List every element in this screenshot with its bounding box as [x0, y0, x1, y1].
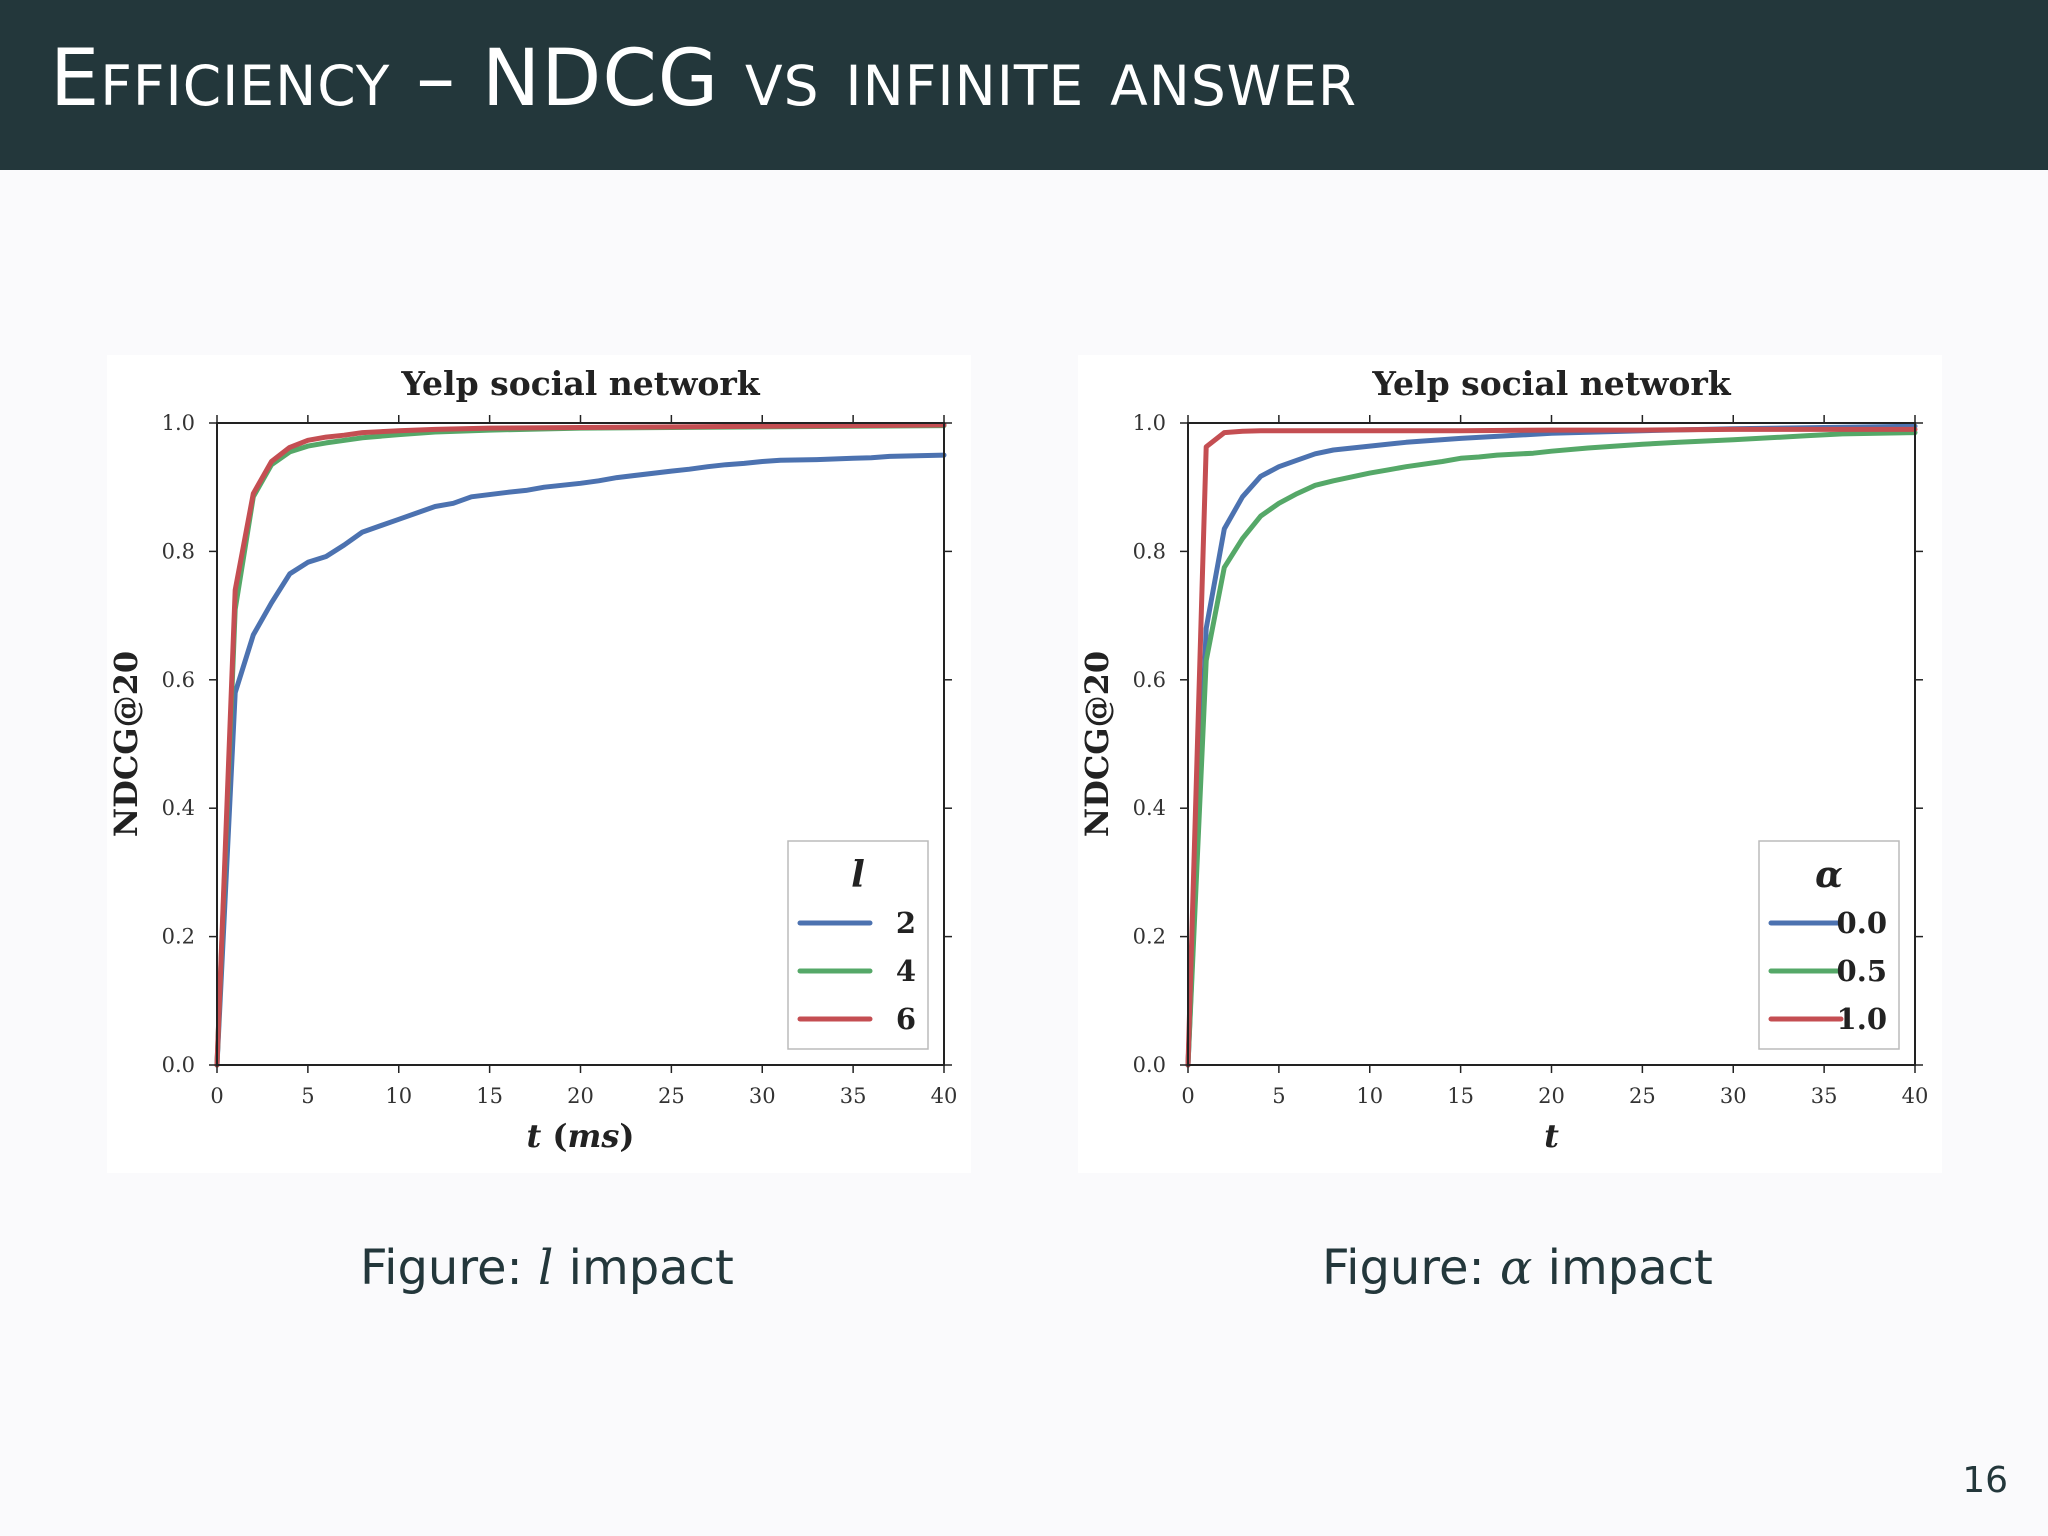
x-tick-label: 40	[1902, 1084, 1929, 1108]
y-tick-label: 0.2	[162, 925, 195, 949]
x-axis-label-part: t	[1544, 1117, 1559, 1155]
y-tick-label: 0.4	[162, 796, 195, 820]
y-tick-label: 0.6	[162, 668, 195, 692]
x-tick-label: 30	[749, 1084, 776, 1108]
y-tick-label: 0.4	[1133, 796, 1166, 820]
caption-suffix: impact	[1532, 1240, 1713, 1296]
chart-title: Yelp social network	[1371, 364, 1731, 403]
x-tick-label: 15	[1447, 1084, 1474, 1108]
y-tick-label: 0.0	[162, 1053, 195, 1077]
x-tick-label: 35	[1811, 1084, 1838, 1108]
slide-title: Efficiency – NDCG vs infinite answer	[50, 34, 1358, 124]
caption-alpha-impact: Figure: α impact	[1322, 1240, 1713, 1296]
x-axis-label-paren: (	[552, 1117, 567, 1155]
chart-l-impact: Yelp social network 0 5 10 15 20 25 30 35 40 0.0 0.…	[107, 364, 958, 1155]
x-axis-label: t	[1544, 1117, 1559, 1155]
caption-symbol: l	[537, 1240, 554, 1296]
x-axis-label-paren: )	[619, 1117, 634, 1155]
legend-label-2: 2	[896, 906, 916, 940]
chart-title: Yelp social network	[400, 364, 760, 403]
series-line-6	[214, 422, 947, 1068]
series-line-2	[214, 452, 947, 1068]
x-tick-label: 40	[931, 1084, 958, 1108]
legend-label-4: 4	[896, 954, 916, 988]
x-axis-label-unit: ms	[568, 1117, 620, 1155]
y-tick-label: 1.0	[162, 411, 195, 435]
legend-label-6: 6	[896, 1002, 916, 1036]
x-tick-label: 35	[840, 1084, 867, 1108]
chart-alpha-impact: Yelp social network 0 5 10 15 20 25 30 35 40 0.0 0.…	[1078, 364, 1929, 1155]
figure-alpha-impact: Yelp social network 0 5 10 15 20 25 30 35 40 0.0 0.…	[1078, 355, 1942, 1173]
legend-label-1.0: 1.0	[1837, 1002, 1887, 1036]
x-tick-label: 20	[1538, 1084, 1565, 1108]
legend-box	[787, 840, 929, 1050]
header-bar: Efficiency – NDCG vs infinite answer	[0, 0, 2048, 170]
y-axis-label: NDCG@20	[1078, 651, 1116, 837]
x-tick-label: 0	[1181, 1084, 1194, 1108]
x-tick-label: 15	[476, 1084, 503, 1108]
caption-prefix: Figure:	[1322, 1240, 1500, 1296]
x-tick-label: 5	[301, 1084, 314, 1108]
y-tick-label: 0.8	[162, 539, 195, 563]
x-tick-label: 0	[210, 1084, 223, 1108]
x-tick-label: 25	[1629, 1084, 1656, 1108]
series-line-0.5	[1185, 430, 1918, 1068]
x-tick-label: 10	[385, 1084, 412, 1108]
legend-label-0.0: 0.0	[1837, 906, 1887, 940]
legend-box	[1758, 840, 1900, 1050]
y-tick-label: 1.0	[1133, 411, 1166, 435]
page-number: 16	[1962, 1460, 2008, 1501]
y-tick-label: 0.6	[1133, 668, 1166, 692]
y-tick-label: 0.2	[1133, 925, 1166, 949]
series-line-1.0	[1185, 426, 1918, 1068]
y-tick-label: 0.8	[1133, 539, 1166, 563]
x-tick-label: 30	[1720, 1084, 1747, 1108]
x-axis-label-var: t	[526, 1117, 552, 1155]
legend-label-0.5: 0.5	[1837, 954, 1887, 988]
legend-title: l	[851, 854, 865, 896]
x-tick-label: 25	[658, 1084, 685, 1108]
caption-suffix: impact	[553, 1240, 734, 1296]
caption-prefix: Figure:	[360, 1240, 538, 1296]
legend-title: α	[1815, 854, 1843, 896]
figure-l-impact: Yelp social network 0 5 10 15 20 25 30 35 40 0.0 0.…	[107, 355, 971, 1173]
caption-symbol: α	[1499, 1240, 1533, 1296]
y-tick-label: 0.0	[1133, 1053, 1166, 1077]
y-axis-label: NDCG@20	[107, 651, 145, 837]
x-tick-label: 5	[1272, 1084, 1285, 1108]
x-tick-label: 20	[567, 1084, 594, 1108]
caption-l-impact: Figure: l impact	[360, 1240, 734, 1296]
x-axis-label: t (ms)	[526, 1117, 634, 1155]
x-tick-label: 10	[1356, 1084, 1383, 1108]
